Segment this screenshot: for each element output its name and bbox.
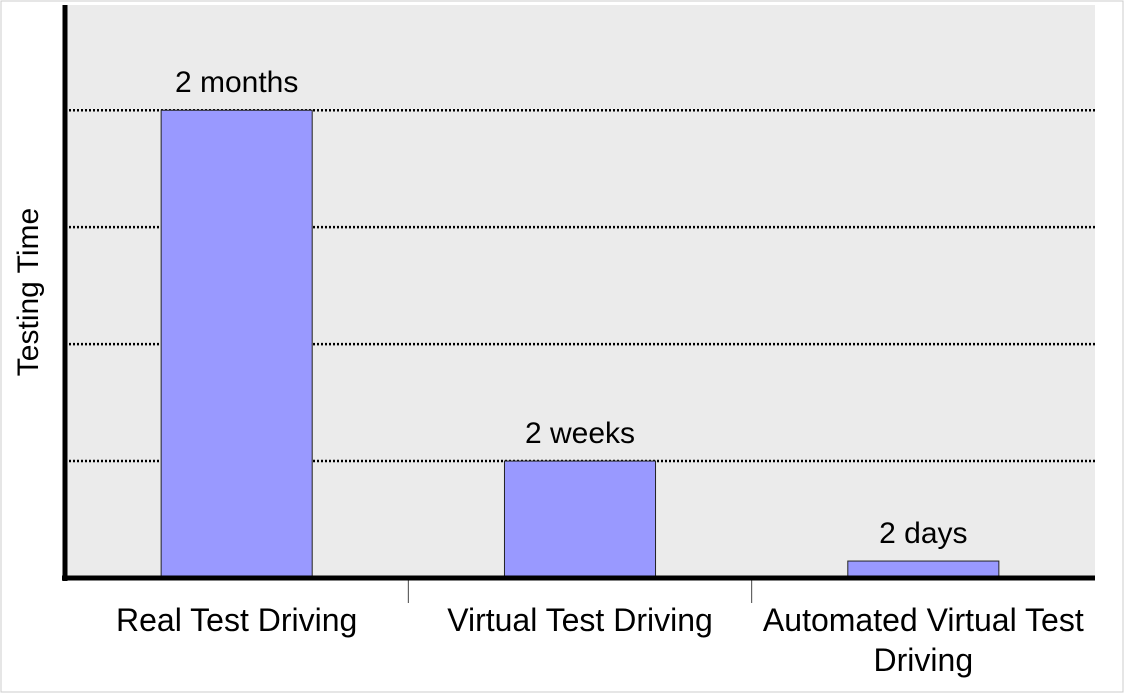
x-tick-label: Real Test Driving (116, 602, 358, 638)
bar (503, 460, 657, 579)
value-label: 2 days (879, 517, 967, 550)
value-label: 2 months (175, 66, 298, 99)
bar (160, 109, 313, 579)
x-tick-label: Automated Virtual Test Driving (762, 602, 1084, 678)
bar (847, 560, 1000, 579)
y-axis-label: Testing Time (12, 208, 45, 376)
value-label: 2 weeks (525, 417, 635, 450)
x-tick-label: Virtual Test Driving (447, 602, 713, 638)
